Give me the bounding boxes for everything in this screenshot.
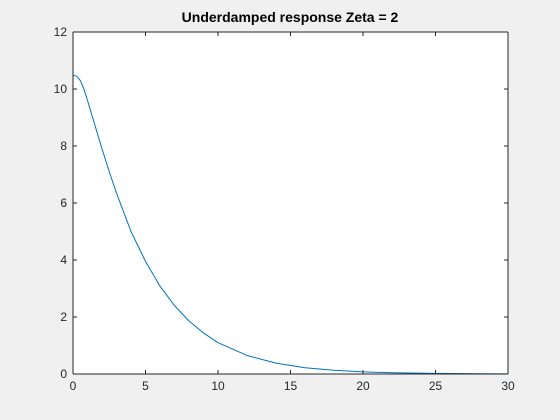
y-tick-label: 6 [60,196,67,210]
y-tick-label: 4 [60,253,67,267]
y-tick-label: 8 [60,139,67,153]
x-tick-label: 5 [142,379,149,393]
plot-area [73,32,508,374]
x-tick-label: 10 [211,379,225,393]
y-tick-label: 2 [60,310,67,324]
x-tick-label: 0 [70,379,77,393]
y-tick-label: 0 [60,367,67,381]
x-tick-label: 20 [356,379,370,393]
y-tick-label: 12 [54,25,68,39]
y-tick-label: 10 [54,82,68,96]
axes-layer: 0 5 10 15 20 25 30 0 2 4 6 8 10 12 [54,25,515,393]
x-tick-label: 25 [429,379,443,393]
x-tick-label: 30 [501,379,515,393]
chart-title: Underdamped response Zeta = 2 [182,9,399,25]
x-tick-label: 15 [284,379,298,393]
